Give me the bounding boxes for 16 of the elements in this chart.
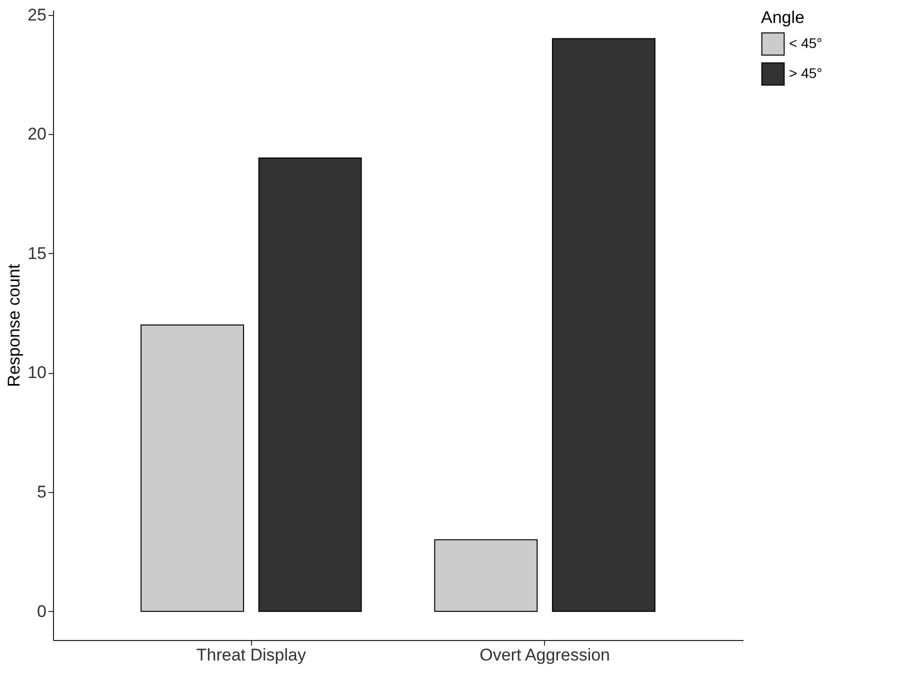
bar (434, 539, 538, 612)
bar (258, 157, 362, 612)
bar (140, 324, 244, 612)
bar (552, 38, 656, 612)
legend-label: < 45° (789, 35, 822, 51)
y-axis-title: Response count (4, 264, 24, 387)
y-tick-label: 10 (28, 363, 46, 382)
y-tick-label: 20 (28, 124, 46, 144)
legend-title: Angle (761, 8, 804, 27)
x-tick-label: Overt Aggression (480, 646, 610, 664)
y-tick-label: 5 (37, 482, 46, 502)
x-tick-label: Threat Display (196, 646, 306, 664)
y-tick-label: 25 (28, 5, 46, 24)
y-tick-label: 0 (37, 602, 46, 621)
y-tick-label: 15 (28, 244, 46, 263)
legend-label: > 45° (789, 65, 822, 81)
